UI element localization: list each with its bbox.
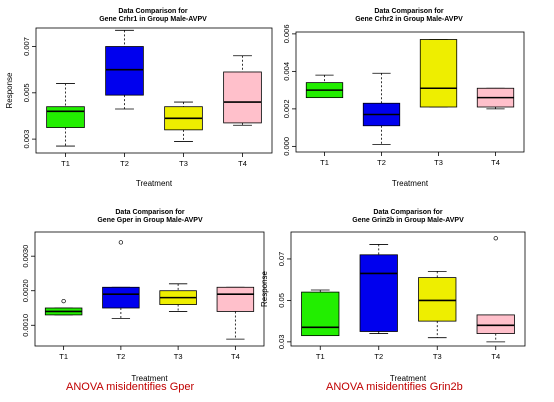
box-t1	[305, 74, 344, 99]
x-axis-label: Treatment	[392, 179, 429, 188]
box-t4	[476, 314, 515, 343]
box-t2	[359, 244, 398, 334]
y-tick-label: 0.006	[282, 24, 291, 43]
box-body	[102, 286, 140, 309]
x-tick-label: T3	[434, 158, 443, 167]
box-body	[105, 46, 144, 96]
box-body	[46, 106, 85, 128]
x-tick-label: T4	[231, 352, 240, 361]
x-tick-label: T1	[61, 159, 70, 168]
x-tick-label: T4	[491, 158, 500, 167]
x-tick-label: T1	[320, 158, 329, 167]
box-body	[418, 277, 457, 322]
x-tick-label: T1	[59, 352, 68, 361]
chart-title-line2: Gene Crhr2 in Group Male-AVPV	[355, 16, 463, 23]
box-t3	[164, 101, 203, 142]
box-t4	[216, 286, 255, 340]
box-t1	[46, 83, 85, 147]
box-body	[223, 71, 262, 124]
y-axis-label: Response	[5, 72, 14, 109]
plot-frame	[34, 231, 265, 347]
caption-gper: ANOVA misidentifies Gper	[66, 381, 195, 393]
y-tick-label: 0.002	[282, 99, 291, 118]
box-t1	[44, 307, 83, 316]
plot-frame	[290, 231, 526, 347]
x-axis-label: Treatment	[390, 374, 427, 383]
y-tick-label: 0.000	[282, 137, 291, 156]
box-t1	[301, 289, 340, 337]
x-tick-label: T2	[377, 158, 386, 167]
box-t4	[476, 87, 515, 110]
box-t3	[159, 283, 197, 312]
outlier-point	[493, 236, 498, 241]
x-tick-label: T4	[238, 159, 247, 168]
plot-frame	[35, 27, 273, 154]
chart-title-line2: Gene Gper in Group Male-AVPV	[97, 217, 203, 224]
x-axis-label: Treatment	[131, 374, 168, 383]
x-tick-label: T3	[179, 159, 188, 168]
chart-title-line2: Gene Crhr1 in Group Male-AVPV	[99, 16, 207, 23]
box-body	[419, 39, 458, 108]
box-body	[476, 314, 515, 334]
y-tick-label: 0.05	[277, 293, 286, 308]
x-tick-label: T2	[116, 352, 125, 361]
box-t4	[223, 55, 262, 126]
plot-frame	[295, 31, 525, 153]
x-tick-label: T2	[120, 159, 129, 168]
caption-grin2b: ANOVA misidentifies Grin2b	[326, 381, 463, 393]
chart-title-line1: Data Comparison for	[374, 8, 444, 15]
box-body	[301, 291, 340, 337]
x-tick-label: T1	[316, 352, 325, 361]
y-tick-label: 0.003	[22, 130, 31, 149]
x-axis-label: Treatment	[136, 179, 173, 188]
chart-title-line1: Data Comparison for	[118, 8, 188, 15]
x-tick-label: T2	[374, 352, 383, 361]
x-tick-label: T4	[491, 352, 500, 361]
box-t3	[419, 39, 458, 108]
y-tick-label: 0.07	[277, 252, 286, 267]
y-tick-label: 0.007	[22, 37, 31, 56]
outlier-point	[118, 240, 124, 245]
box-body	[216, 286, 255, 312]
chart-title-line2: Gene Grin2b in Group Male-AVPV	[352, 217, 464, 224]
box-t2	[105, 29, 144, 110]
box-t2	[102, 286, 140, 319]
outlier-point	[61, 298, 66, 304]
x-tick-label: T3	[174, 352, 183, 361]
box-t3	[418, 270, 457, 339]
y-tick-label: 0.03	[277, 335, 286, 350]
y-tick-label: 0.004	[282, 62, 291, 81]
chart-title-line1: Data Comparison for	[115, 209, 185, 216]
y-tick-label: 0.0030	[21, 245, 30, 268]
y-tick-label: 0.005	[22, 83, 31, 102]
x-tick-label: T3	[433, 352, 442, 361]
y-axis-label: Response	[260, 270, 269, 307]
box-body	[359, 254, 398, 332]
box-t2	[362, 72, 401, 145]
chart-title-line1: Data Comparison for	[373, 209, 443, 216]
y-tick-label: 0.0010	[21, 314, 30, 337]
y-tick-label: 0.0020	[21, 279, 30, 302]
